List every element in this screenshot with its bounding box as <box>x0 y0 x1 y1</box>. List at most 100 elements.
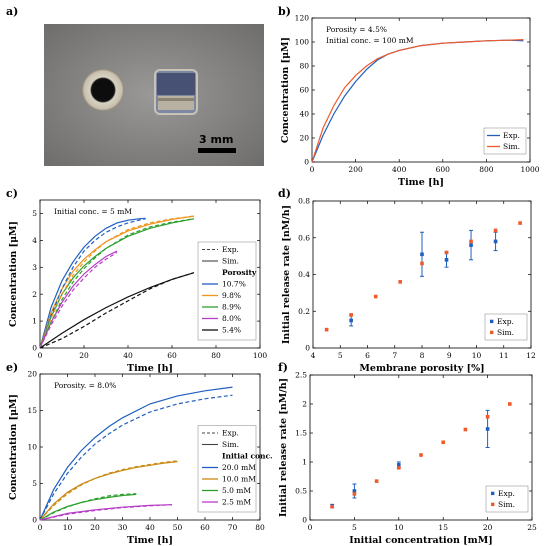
sim-point <box>373 294 378 299</box>
sim-point <box>441 440 445 445</box>
y-tick-label: 0 <box>305 344 310 353</box>
y-tick-label: 20 <box>299 134 309 143</box>
x-tick-label: 0 <box>308 523 313 532</box>
x-tick-label: 80 <box>211 351 221 360</box>
series-line <box>39 493 137 521</box>
legend-label: Exp. <box>503 131 520 140</box>
y-tick-label: 1.5 <box>295 429 307 438</box>
panel-letter-b: b) <box>278 5 291 18</box>
y-tick-label: 5 <box>32 479 37 488</box>
legend-swatch <box>490 330 494 335</box>
y-tick-label: 100 <box>295 38 310 47</box>
y-axis-label: Concentration [μM] <box>8 221 19 327</box>
legend-box <box>484 313 528 341</box>
series-line <box>39 250 118 349</box>
legend-label: Exp. <box>222 245 239 254</box>
x-tick-label: 40 <box>123 351 133 360</box>
y-tick-label: 0 <box>32 344 37 353</box>
series-line <box>39 218 195 349</box>
x-tick-label: 4 <box>311 351 316 360</box>
x-tick-label: 10 <box>472 351 482 360</box>
panel-letter-e: e) <box>6 361 18 374</box>
legend-label: 5.4% <box>222 326 241 335</box>
exp-point <box>485 427 490 431</box>
y-tick-label: 2 <box>32 290 37 299</box>
legend-box <box>197 241 257 341</box>
exp-point <box>352 489 357 493</box>
legend-label: Exp. <box>222 429 239 438</box>
sim-point <box>469 239 473 244</box>
y-tick-label: 80 <box>299 62 309 71</box>
x-tick-label: 9 <box>447 351 452 360</box>
series-line <box>39 460 178 521</box>
legend-label: Exp. <box>498 489 515 498</box>
series-line <box>39 217 146 349</box>
y-tick-label: 5 <box>32 209 37 218</box>
plot-frame-f <box>309 374 533 521</box>
x-tick-label: 100 <box>253 351 268 360</box>
x-axis-label: Membrane porosity [%] <box>359 363 484 374</box>
y-tick-label: 0.8 <box>298 197 310 206</box>
sim-point <box>444 250 449 255</box>
exp-point <box>397 463 401 467</box>
x-tick-label: 10 <box>394 523 404 532</box>
legend-label: 10.0 mM <box>222 475 256 484</box>
legend-label: Sim. <box>503 142 520 151</box>
sim-point <box>397 466 401 470</box>
y-tick-label: 3 <box>32 263 37 272</box>
legend-swatch <box>491 491 495 496</box>
annotation: Porosity. = 8.0% <box>54 381 116 390</box>
sim-point <box>352 492 357 496</box>
sim-point <box>493 228 498 233</box>
legend-label: 5.0 mM <box>222 486 251 495</box>
x-tick-label: 10 <box>63 523 73 532</box>
exp-point <box>349 318 353 323</box>
y-tick-label: 2.5 <box>295 371 307 380</box>
sim-point <box>349 313 353 317</box>
scale-bar-label: 3 mm <box>199 133 233 146</box>
legend-label: Exp. <box>497 317 514 326</box>
panel-letter-c: c) <box>6 187 18 200</box>
y-axis-label: Concentration [μM] <box>8 394 19 500</box>
x-tick-label: 7 <box>392 351 397 360</box>
ring-hole <box>92 79 114 101</box>
series-line <box>39 394 233 521</box>
legend-label: 10.7% <box>222 280 246 289</box>
x-tick-label: 20 <box>90 523 100 532</box>
annotation: Initial conc. = 5 mM <box>54 207 132 216</box>
sim-point <box>330 504 334 509</box>
annotation: Initial conc. = 100 mM <box>326 36 414 45</box>
y-tick-label: 0.4 <box>298 270 310 279</box>
series-line <box>39 272 195 349</box>
y-tick-label: 2 <box>302 400 307 409</box>
y-tick-label: 60 <box>299 86 309 95</box>
sim-point <box>463 427 468 432</box>
y-tick-label: 0 <box>32 516 37 525</box>
x-tick-label: 5 <box>338 351 343 360</box>
x-tick-label: 5 <box>352 523 357 532</box>
x-tick-label: 20 <box>79 351 89 360</box>
x-tick-label: 20 <box>483 523 493 532</box>
exp-point <box>493 239 498 244</box>
y-tick-label: 0 <box>302 516 307 525</box>
y-tick-label: 4 <box>32 236 37 245</box>
x-tick-label: 6 <box>365 351 370 360</box>
y-tick-label: 10 <box>27 443 37 452</box>
legend-box <box>485 485 529 513</box>
legend-swatch <box>491 502 495 507</box>
x-tick-label: 80 <box>255 523 265 532</box>
x-tick-label: 400 <box>392 165 407 174</box>
series-line <box>311 39 524 163</box>
series-line <box>39 493 137 521</box>
x-tick-label: 15 <box>438 523 448 532</box>
y-tick-label: 0.5 <box>295 487 307 496</box>
panel-b: b) 0 200 400 600 800 1000 0 20 40 60 80 100 120 Time [… <box>278 5 540 188</box>
panel-a: a) 3 mm <box>6 5 264 166</box>
sim-point <box>324 327 329 332</box>
legend-label: Sim. <box>497 328 514 337</box>
x-tick-label: 40 <box>145 523 155 532</box>
series-line <box>39 251 118 349</box>
series-line <box>39 218 146 349</box>
series-line <box>39 461 178 521</box>
series-line <box>39 272 195 349</box>
